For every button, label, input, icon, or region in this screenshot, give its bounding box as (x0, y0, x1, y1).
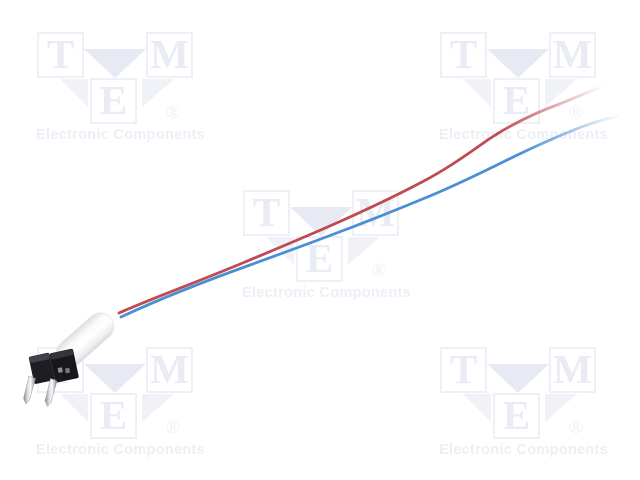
logo-letter-e: E (305, 235, 334, 281)
logo-letter-e: E (502, 77, 531, 123)
registered-trademark-icon: ® (165, 417, 181, 438)
housing-block-right-highlight (50, 349, 74, 360)
logo-tagline: Electronic Components (36, 127, 206, 143)
logo-letter-e: E (99, 392, 128, 438)
ribbon-shadow-left (463, 79, 491, 107)
logo-square-m: M (146, 347, 193, 393)
tme-logo-ribbon (60, 49, 174, 107)
logo-letter-e: E (502, 392, 531, 438)
logo-square-e: E (296, 236, 343, 282)
tme-watermark: T M E ® Electronic Components (439, 32, 609, 145)
logo-square-m: M (146, 32, 193, 78)
logo-letter-m: M (553, 31, 592, 77)
logo-letter-t: T (449, 346, 478, 392)
tme-logo-ribbon (60, 364, 174, 422)
logo-tagline: Electronic Components (439, 127, 609, 143)
logo-square-e: E (90, 393, 137, 439)
tme-logo-ribbon (463, 364, 577, 422)
logo-square-t: T (440, 347, 487, 393)
ribbon-shadow-right (348, 237, 380, 265)
logo-letter-t: T (46, 31, 75, 77)
logo-square-e: E (493, 393, 540, 439)
logo-tagline: Electronic Components (439, 442, 609, 458)
wire-red (117, 85, 604, 315)
tme-logo-ribbon (463, 49, 577, 107)
logo-letter-t: T (449, 31, 478, 77)
registered-trademark-icon: ® (568, 102, 584, 123)
logo-letter-m: M (150, 31, 189, 77)
wire-blue (119, 114, 621, 319)
logo-square-m: M (549, 32, 596, 78)
housing-block-left-highlight (29, 353, 50, 363)
ribbon-chevron-icon (290, 207, 352, 236)
housing-contact (64, 367, 71, 374)
ribbon-chevron-icon (84, 49, 146, 78)
tme-watermark: T M E ® Electronic Components (439, 347, 609, 460)
logo-square-e: E (493, 78, 540, 124)
logo-square-t: T (37, 32, 84, 78)
tme-watermark: T M E ® Electronic Components (36, 32, 206, 145)
connector-housing (28, 348, 79, 384)
ribbon-shadow-left (463, 394, 491, 422)
logo-square-m: M (549, 347, 596, 393)
ribbon-shadow-right (545, 79, 577, 107)
header-pin-left (23, 375, 36, 405)
tme-watermark: T M E ® Electronic Components (242, 190, 412, 303)
logo-square-t: T (440, 32, 487, 78)
logo-letter-t: T (252, 189, 281, 235)
header-pin-right (44, 378, 58, 407)
registered-trademark-icon: ® (568, 417, 584, 438)
ribbon-shadow-left (60, 79, 88, 107)
ribbon-shadow-right (545, 394, 577, 422)
ribbon-shadow-right (142, 79, 174, 107)
logo-tagline: Electronic Components (36, 442, 206, 458)
ribbon-shadow-right (142, 394, 174, 422)
logo-tagline: Electronic Components (242, 285, 412, 301)
logo-letter-m: M (553, 346, 592, 392)
housing-contact (57, 367, 63, 373)
registered-trademark-icon: ® (371, 260, 387, 281)
registered-trademark-icon: ® (165, 102, 181, 123)
logo-square-t: T (243, 190, 290, 236)
logo-square-e: E (90, 78, 137, 124)
ribbon-chevron-icon (487, 49, 549, 78)
ribbon-chevron-icon (84, 364, 146, 393)
ribbon-chevron-icon (487, 364, 549, 393)
logo-letter-m: M (150, 346, 189, 392)
ribbon-shadow-left (60, 394, 88, 422)
logo-letter-e: E (99, 77, 128, 123)
